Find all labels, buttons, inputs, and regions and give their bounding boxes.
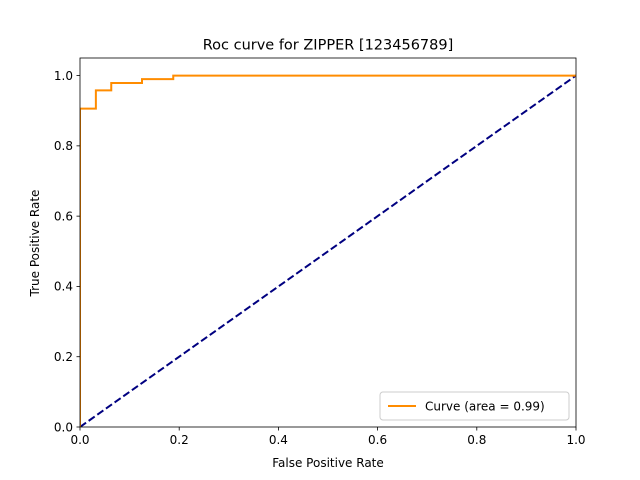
y-tick-label: 0.0: [54, 420, 73, 434]
legend-box: [379, 391, 570, 421]
legend: Curve (area = 0.99): [379, 391, 570, 421]
x-axis-label: False Positive Rate: [272, 456, 384, 470]
y-tick-label: 1.0: [54, 69, 73, 83]
x-tick-label: 0.0: [70, 433, 89, 447]
chart-title: Roc curve for ZIPPER [123456789]: [203, 38, 454, 54]
x-tick-label: 0.6: [368, 433, 387, 447]
x-tick-label: 0.8: [467, 433, 486, 447]
y-tick-label: 0.4: [54, 280, 73, 294]
y-tick-label: 0.2: [54, 350, 73, 364]
legend-label: Curve (area = 0.99): [425, 399, 545, 413]
x-tick-label: 1.0: [566, 433, 585, 447]
x-tick-label: 0.2: [170, 433, 189, 447]
y-axis-label: True Positive Rate: [28, 190, 42, 298]
plot-area: 0.0 0.2 0.4 0.6 0.8 1.0 0.0 0.2 0.4 0.6 0.8 1.0: [54, 57, 586, 447]
axes-frame: [79, 57, 577, 428]
x-tick-label: 0.4: [269, 433, 288, 447]
y-tick-label: 0.8: [54, 139, 73, 153]
y-tick-label: 0.6: [54, 209, 73, 223]
chance-diagonal-line: [80, 74, 576, 427]
roc-curve-line: [80, 74, 576, 427]
